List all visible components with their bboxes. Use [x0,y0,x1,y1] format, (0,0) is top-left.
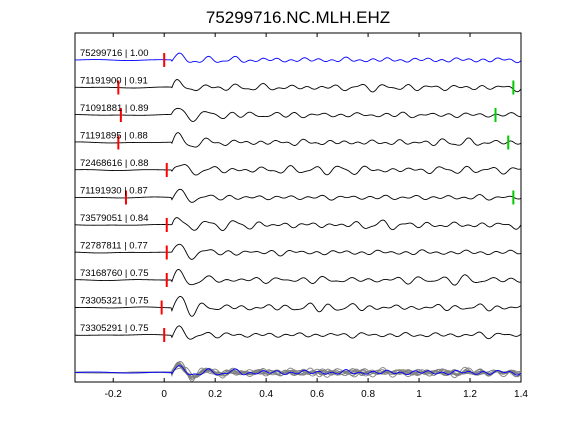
waveform-trace [74,79,522,93]
x-tick-label: 0 [161,389,167,400]
trace-label: 73579051 | 0.84 [80,213,149,224]
x-tick-label: -0.2 [105,389,123,400]
traces-layer [74,52,522,340]
trace-label: 73168760 | 0.75 [80,268,149,279]
waveform-trace [74,132,522,148]
x-tick-label: 0.4 [259,389,273,400]
chart-title: 75299716.NC.MLH.EHZ [206,8,390,27]
trace-label: 71191900 | 0.91 [80,76,148,87]
stack-trace [74,365,522,376]
trace-label: 75299716 | 1.00 [80,48,149,59]
x-axis: -0.2 0 0.2 0.4 0.6 0.8 1 1.2 1.4 [105,33,528,400]
x-tick-label: 1.2 [463,389,477,400]
trace-label: 71191930 | 0.87 [80,186,148,197]
x-tick-label: 1 [416,389,422,400]
trace-label: 73305291 | 0.75 [80,323,149,334]
waveform-trace [74,217,522,231]
x-tick-label: 0.6 [310,389,324,400]
waveform-trace [74,164,522,176]
trace-label: 71091881 | 0.89 [80,103,149,114]
waveform-trace [74,269,522,286]
trace-label: 71191895 | 0.88 [80,131,148,142]
waveform-trace [74,295,522,317]
picks-layer [117,53,515,342]
waveform-trace [74,243,522,260]
waveform-trace [74,325,522,340]
trace-label: 72468616 | 0.88 [80,158,149,169]
x-tick-label: 0.8 [361,389,375,400]
waveform-trace [74,52,522,64]
trace-labels: 75299716 | 1.00 71191900 | 0.91 71091881 |… [80,48,149,334]
x-tick-label: 1.4 [514,389,528,400]
waveform-trace [74,188,522,203]
waveform-trace [74,107,522,122]
trace-label: 73305321 | 0.75 [80,296,149,307]
stack-layer [74,360,522,382]
plot-area [74,32,522,383]
x-tick-label: 0.2 [208,389,222,400]
trace-label: 72787811 | 0.77 [80,241,148,252]
